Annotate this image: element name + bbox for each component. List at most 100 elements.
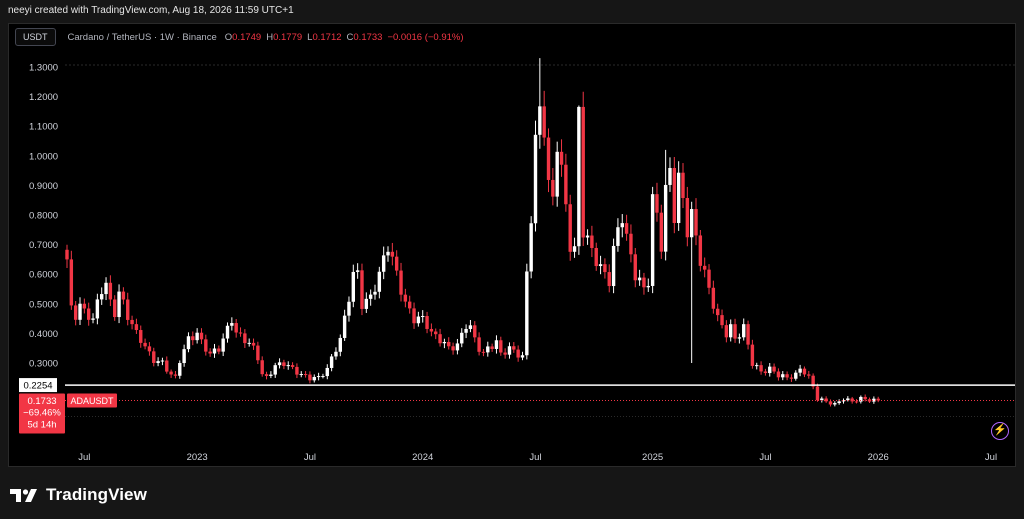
candle-body xyxy=(533,134,538,224)
candle-body xyxy=(629,233,633,255)
support-price-box xyxy=(19,378,57,393)
candle-body xyxy=(499,340,503,353)
candle-body xyxy=(121,291,126,300)
candle-body xyxy=(876,398,880,401)
candle-body xyxy=(707,269,711,288)
candle-body xyxy=(529,223,533,272)
candle-body xyxy=(737,337,742,339)
candle-body xyxy=(386,251,390,256)
candle-body xyxy=(95,299,100,319)
candle-body xyxy=(724,325,729,338)
candle-body xyxy=(785,374,789,378)
candle-body xyxy=(494,340,499,349)
x-tick-label-2: Jul xyxy=(304,452,316,463)
candle-body xyxy=(477,337,481,352)
candle-body xyxy=(460,332,464,344)
lightning-icon[interactable]: ⚡ xyxy=(991,422,1009,440)
candle-body xyxy=(113,299,117,318)
candle-body xyxy=(811,375,815,387)
candle-body xyxy=(663,184,668,252)
brand-name: TradingView xyxy=(46,485,147,504)
candle-body xyxy=(290,365,295,367)
candle-body xyxy=(624,223,629,234)
candle-body xyxy=(407,301,412,309)
x-tick-label-5: 2025 xyxy=(642,452,663,463)
candle-body xyxy=(126,299,130,320)
candle-body xyxy=(538,106,542,135)
candle-body xyxy=(820,398,824,401)
candle-body xyxy=(659,212,664,252)
candle-body xyxy=(572,246,577,252)
candle-body xyxy=(152,351,156,363)
candle-body xyxy=(364,298,369,309)
candle-body xyxy=(815,386,820,401)
open-label: O xyxy=(224,31,233,43)
candle-body xyxy=(308,374,312,381)
candle-body xyxy=(342,315,347,338)
candle-body xyxy=(755,365,759,367)
candle-body xyxy=(447,341,451,347)
candle-body xyxy=(425,316,429,329)
candle-body xyxy=(264,374,269,376)
candle-body xyxy=(108,282,113,300)
candle-body xyxy=(195,332,199,341)
low-label: L xyxy=(307,31,313,43)
candle-body xyxy=(715,308,720,316)
last-price-badge xyxy=(19,393,65,434)
candle-body xyxy=(650,194,655,286)
symbol-description[interactable]: Cardano / TetherUS · 1W · Binance xyxy=(67,31,217,43)
candle-body xyxy=(208,351,212,354)
candle-body xyxy=(78,303,82,320)
candle-body xyxy=(516,349,520,358)
candle-body xyxy=(243,333,247,344)
candle-body xyxy=(269,374,273,376)
chart-credit: neeyi created with TradingView.com, Aug … xyxy=(8,5,294,16)
x-tick-label-0: Jul xyxy=(78,452,90,463)
candle-body xyxy=(763,371,768,374)
candle-body xyxy=(698,235,703,266)
candle-body xyxy=(421,316,425,318)
candle-body xyxy=(577,106,581,247)
candle-body xyxy=(373,291,377,295)
chart-frame[interactable]: 1.3000 1.2000 1.1000 1.0000 0.9000 0.8000 0.70… xyxy=(8,23,1016,467)
candlestick-chart[interactable]: 1.3000 1.2000 1.1000 1.0000 0.9000 0.8000 0.70… xyxy=(9,24,1016,467)
candle-body xyxy=(186,336,191,350)
candle-body xyxy=(551,179,555,197)
candle-body xyxy=(295,366,299,375)
candle-body xyxy=(772,366,776,372)
candle-body xyxy=(590,235,594,248)
candle-body xyxy=(594,247,598,267)
candle-body xyxy=(394,256,399,271)
y-tick-label-2: 1.1000 xyxy=(29,122,58,133)
candle-body xyxy=(86,308,91,320)
candle-body xyxy=(134,324,139,331)
candle-body xyxy=(277,362,282,366)
quote-currency-chip[interactable]: USDT xyxy=(15,28,56,46)
candle-body xyxy=(568,204,572,252)
candle-body xyxy=(598,264,603,267)
candle-body xyxy=(620,223,624,228)
candle-body xyxy=(381,255,386,272)
last-price-label: 0.1733 xyxy=(27,396,56,407)
candle-body xyxy=(117,291,121,318)
y-tick-label-6: 0.7000 xyxy=(29,240,58,251)
candle-body xyxy=(607,272,611,287)
candle-body xyxy=(451,346,455,351)
candle-body xyxy=(212,348,217,354)
y-tick-label-3: 1.0000 xyxy=(29,151,58,162)
candle-body xyxy=(846,398,850,401)
candle-body xyxy=(481,351,486,353)
candle-body xyxy=(689,209,694,238)
candle-body xyxy=(221,338,225,352)
candle-body xyxy=(282,362,286,367)
candle-body xyxy=(746,324,750,345)
candle-body xyxy=(299,374,303,376)
candle-body xyxy=(338,337,342,352)
candle-body xyxy=(286,365,290,367)
tradingview-brand: TradingView xyxy=(10,485,147,505)
candle-body xyxy=(82,303,87,309)
candle-body xyxy=(637,277,642,281)
candle-body xyxy=(546,137,551,180)
candle-body xyxy=(720,315,724,326)
y-tick-label-4: 0.9000 xyxy=(29,181,58,192)
